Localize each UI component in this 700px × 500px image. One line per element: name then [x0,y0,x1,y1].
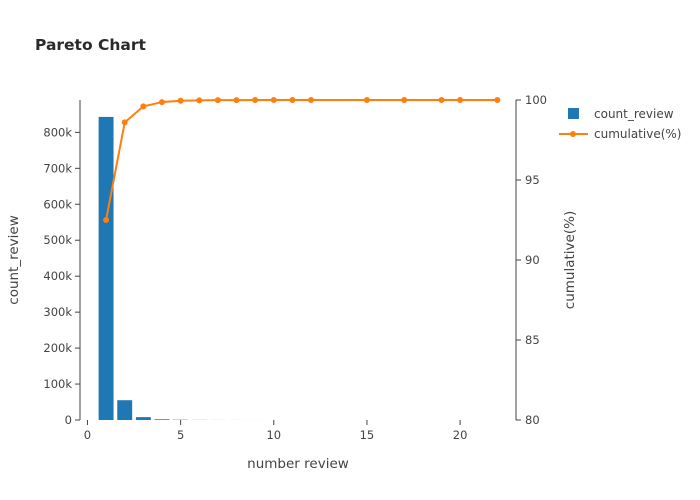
y-right-tick-label: 95 [525,173,540,187]
line-cumulative[interactable] [105,99,498,221]
chart-title: Pareto Chart [35,36,147,54]
point-cumulative-7[interactable] [214,97,221,104]
y-left-tick-label: 700k [43,161,72,175]
legend-marker-cumulative [570,131,576,137]
bar-count-review-3[interactable] [135,417,151,420]
point-cumulative-9[interactable] [252,97,259,104]
point-cumulative-1[interactable] [103,217,110,223]
line-layer [103,97,501,223]
y-right-tick-label: 80 [525,413,540,427]
point-cumulative-15[interactable] [363,97,370,103]
point-cumulative-8[interactable] [233,97,240,104]
y-axis-right-title: cumulative(%) [562,211,578,309]
point-cumulative-12[interactable] [308,97,315,104]
bar-count-review-2[interactable] [117,400,133,420]
y-left-tick-label: 400k [43,269,72,283]
y-left-tick-label: 500k [43,233,72,247]
x-tick-label: 5 [177,428,184,442]
x-tick-label: 15 [360,428,375,442]
y-left-tick-label: 100k [43,377,72,391]
bar-count-review-4[interactable] [154,419,170,420]
point-cumulative-5[interactable] [177,97,184,104]
y-left-tick-label: 300k [43,305,72,319]
legend-label-cumulative: cumulative(%) [594,127,681,141]
legend[interactable]: count_review cumulative(%) [559,107,681,141]
x-axis-title: number review [247,456,349,472]
y-left-tick-label: 800k [43,125,72,139]
point-cumulative-10[interactable] [270,97,277,104]
y-left-tick-label: 0 [65,413,72,427]
y-right-tick-label: 85 [525,333,540,347]
bars-layer [98,116,319,421]
point-cumulative-2[interactable] [121,119,128,126]
point-cumulative-11[interactable] [289,97,296,104]
y-left-tick-label: 600k [43,197,72,211]
y-right-tick-label: 100 [525,93,547,107]
x-tick-label: 20 [453,428,468,442]
legend-item-count-review[interactable]: count_review [568,107,674,121]
point-cumulative-17[interactable] [401,97,408,103]
y-axis-left-title: count_review [6,215,22,304]
legend-swatch-count-review [568,108,579,119]
x-tick-label: 10 [266,428,281,442]
point-cumulative-3[interactable] [140,103,147,110]
axes-layer: 0 5 10 15 20 0 100k 200k 300k 400k 500k 600k 700k 800… [43,93,547,442]
point-cumulative-19[interactable] [438,97,445,103]
point-cumulative-6[interactable] [196,97,203,104]
point-cumulative-4[interactable] [158,99,165,106]
point-cumulative-20[interactable] [457,97,464,103]
point-cumulative-22[interactable] [494,97,501,103]
legend-label-count-review: count_review [594,107,674,121]
bar-count-review-1[interactable] [98,116,114,421]
x-tick-label: 0 [84,428,91,442]
y-right-tick-label: 90 [525,253,540,267]
y-left-tick-label: 200k [43,341,72,355]
legend-item-cumulative[interactable]: cumulative(%) [559,127,681,141]
